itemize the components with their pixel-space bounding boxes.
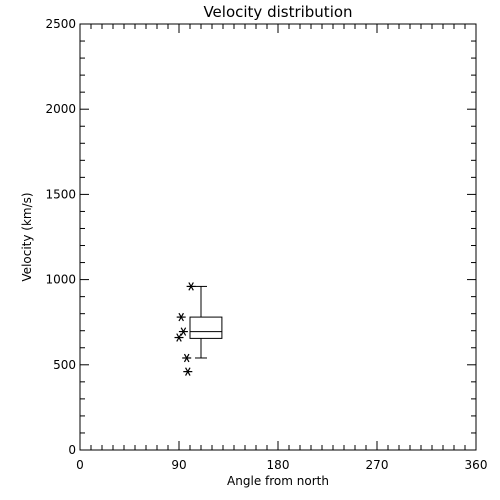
y-tick-label: 2500 (45, 17, 76, 31)
x-tick-label: 360 (465, 458, 488, 472)
y-axis: 0 500 1000 1500 2000 2500 (45, 17, 476, 457)
data-point (176, 312, 186, 322)
y-tick-label: 2000 (45, 102, 76, 116)
y-tick-label: 1500 (45, 187, 76, 201)
data-point-stroke (176, 333, 182, 342)
x-tick-label: 180 (267, 458, 290, 472)
data-point-stroke (180, 327, 187, 336)
data-point (183, 367, 193, 376)
x-tick-label: 0 (76, 458, 84, 472)
chart-title: Velocity distribution (203, 3, 352, 21)
y-axis-title: Velocity (km/s) (20, 192, 34, 281)
x-tick-label: 90 (171, 458, 186, 472)
x-tick-label: 270 (366, 458, 389, 472)
x-axis: 0 90 180 270 360 (76, 24, 487, 472)
data-point (182, 353, 192, 363)
data-point (186, 282, 196, 291)
box-plot-layer (189, 285, 223, 359)
y-tick-label: 0 (68, 443, 76, 457)
box-iqr (189, 316, 223, 339)
data-point (178, 327, 188, 336)
plot-frame (79, 23, 477, 451)
data-point-stroke (178, 312, 184, 322)
data-point-stroke (188, 282, 194, 291)
y-tick-label: 1000 (45, 273, 76, 287)
data-point-stroke (183, 353, 190, 363)
data-point-layer (174, 282, 196, 376)
x-axis-title: Angle from north (227, 474, 329, 488)
data-point (174, 333, 184, 342)
y-tick-label: 500 (53, 358, 76, 372)
data-point-stroke (185, 367, 191, 376)
